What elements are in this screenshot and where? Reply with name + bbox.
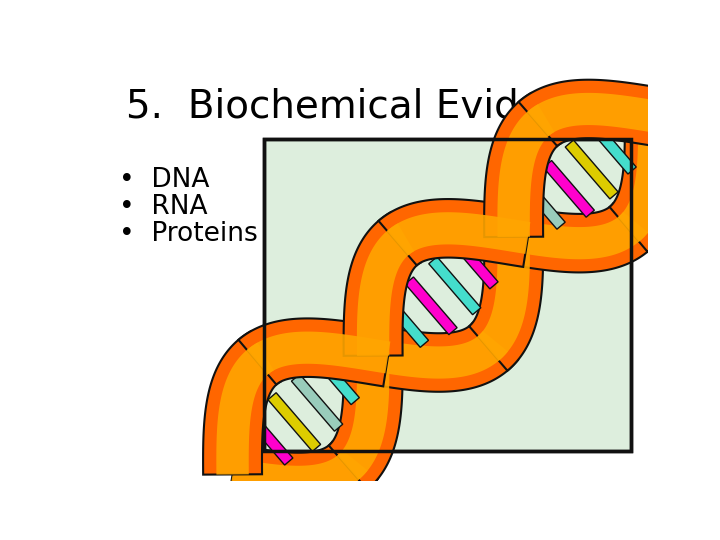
Polygon shape <box>368 323 518 391</box>
Polygon shape <box>379 199 532 267</box>
Polygon shape <box>320 362 359 404</box>
Polygon shape <box>228 442 378 511</box>
Polygon shape <box>478 221 530 361</box>
Polygon shape <box>238 319 392 386</box>
Polygon shape <box>457 244 498 289</box>
Polygon shape <box>428 256 481 315</box>
Polygon shape <box>544 160 595 217</box>
Polygon shape <box>610 116 684 252</box>
Polygon shape <box>469 221 543 370</box>
Polygon shape <box>527 93 657 136</box>
Polygon shape <box>237 448 261 474</box>
Polygon shape <box>527 187 565 229</box>
Polygon shape <box>498 104 554 237</box>
Polygon shape <box>565 140 618 199</box>
Polygon shape <box>618 116 670 241</box>
Polygon shape <box>247 332 390 375</box>
Polygon shape <box>375 334 396 355</box>
FancyBboxPatch shape <box>264 139 631 451</box>
Polygon shape <box>510 212 648 259</box>
Polygon shape <box>490 236 511 258</box>
Polygon shape <box>329 340 402 490</box>
Polygon shape <box>508 204 658 272</box>
Polygon shape <box>292 374 343 431</box>
Polygon shape <box>388 303 428 347</box>
Polygon shape <box>250 418 293 465</box>
Text: •  DNA: • DNA <box>120 167 210 193</box>
Polygon shape <box>230 450 368 498</box>
Polygon shape <box>216 342 274 475</box>
Polygon shape <box>625 118 649 144</box>
Polygon shape <box>484 93 561 237</box>
Polygon shape <box>370 331 508 379</box>
Polygon shape <box>268 393 320 451</box>
Polygon shape <box>203 331 280 475</box>
Text: •  Proteins: • Proteins <box>120 221 258 247</box>
Text: 5.  Biochemical Evidence: 5. Biochemical Evidence <box>126 88 612 126</box>
Polygon shape <box>387 212 531 255</box>
Polygon shape <box>405 277 457 335</box>
Polygon shape <box>338 340 390 480</box>
Polygon shape <box>514 219 532 237</box>
Polygon shape <box>518 80 659 146</box>
Polygon shape <box>354 354 372 374</box>
Polygon shape <box>357 224 414 356</box>
Polygon shape <box>593 126 636 174</box>
Polygon shape <box>343 212 420 356</box>
Text: •  RNA: • RNA <box>120 194 208 220</box>
